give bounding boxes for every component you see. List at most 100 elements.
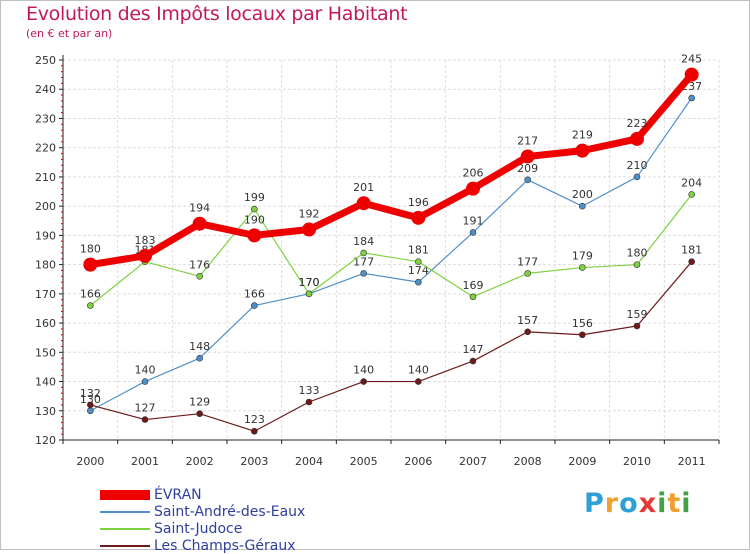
data-point <box>196 410 203 417</box>
logo-letter: i <box>681 488 692 519</box>
data-label: 148 <box>189 340 210 353</box>
y-tick-label: 200 <box>35 200 56 213</box>
data-label: 147 <box>463 343 484 356</box>
data-point <box>469 293 477 301</box>
y-tick-label: 210 <box>35 171 56 184</box>
data-point <box>305 290 313 298</box>
legend-item: Les Champs-Géraux <box>100 537 305 554</box>
data-point <box>415 278 422 286</box>
data-label: 133 <box>299 384 320 397</box>
x-tick-label: 2009 <box>568 455 596 468</box>
legend: ÉVRAN Saint-André-des-Eaux Saint-Judoce Les… <box>100 486 305 554</box>
data-point <box>524 176 531 184</box>
legend-item: Saint-Judoce <box>100 520 305 537</box>
series-line <box>89 72 695 269</box>
data-point <box>684 67 699 82</box>
data-point <box>356 196 371 211</box>
data-label: 157 <box>517 314 538 327</box>
data-label: 156 <box>572 317 593 330</box>
legend-label: Les Champs-Géraux <box>154 537 296 554</box>
x-tick-label: 2003 <box>240 455 268 468</box>
data-label: 191 <box>463 214 484 227</box>
data-label: 209 <box>517 162 538 175</box>
data-point <box>251 302 258 309</box>
data-label: 180 <box>80 243 101 256</box>
legend-label: Saint-André-des-Eaux <box>154 503 306 520</box>
data-point <box>87 407 94 415</box>
data-point <box>633 322 641 330</box>
legend-label: ÉVRAN <box>154 486 202 503</box>
data-label: 180 <box>627 247 648 260</box>
data-point <box>575 143 590 158</box>
legend-item: ÉVRAN <box>100 486 305 503</box>
series-3: 132 127 129 123 133 140 140 147 157 156 159 181 <box>80 244 702 435</box>
data-label: 223 <box>627 117 648 130</box>
logo-letter: o <box>619 488 639 519</box>
x-tick-label: 2001 <box>131 455 159 468</box>
logo-letter: P <box>584 488 605 519</box>
data-point <box>87 401 94 409</box>
data-point <box>196 354 203 362</box>
data-label: 132 <box>80 387 101 400</box>
data-label: 204 <box>681 176 702 189</box>
data-label: 179 <box>572 250 593 263</box>
data-point <box>411 210 426 225</box>
data-label: 140 <box>408 364 429 377</box>
logo-letter: i <box>657 488 668 519</box>
x-tick-label: 2002 <box>186 455 214 468</box>
data-point <box>688 94 695 102</box>
data-label: 123 <box>244 413 265 426</box>
data-label: 176 <box>189 258 210 271</box>
data-point <box>83 257 98 272</box>
data-label: 181 <box>681 244 702 257</box>
data-label: 140 <box>353 364 374 377</box>
legend-item: Saint-André-des-Eaux <box>100 503 305 520</box>
data-label: 199 <box>244 191 265 204</box>
y-tick-label: 220 <box>35 142 56 155</box>
data-label: 170 <box>299 276 320 289</box>
data-point <box>415 378 422 385</box>
data-point <box>196 273 203 280</box>
data-point <box>360 270 367 277</box>
logo-letter: r <box>604 488 620 519</box>
x-tick-label: 2004 <box>295 455 323 468</box>
data-label: 129 <box>189 396 210 409</box>
series-0: 180 183 194 190 192 201 196 206 217 219 223 245 <box>80 53 702 272</box>
chart-subtitle: (en € et par an) <box>26 27 113 40</box>
x-tick-label: 2007 <box>459 455 487 468</box>
data-label: 127 <box>135 402 156 415</box>
y-tick-label: 180 <box>35 259 56 272</box>
data-label: 206 <box>463 167 484 180</box>
data-point <box>520 149 535 164</box>
y-tick-label: 140 <box>35 376 56 389</box>
x-tick-label: 2010 <box>623 455 651 468</box>
data-point <box>633 173 641 181</box>
data-point <box>247 228 262 243</box>
y-tick-label: 240 <box>35 83 56 96</box>
data-label: 201 <box>353 181 374 194</box>
data-label: 217 <box>517 134 538 147</box>
data-point <box>138 248 152 263</box>
data-label: 169 <box>463 279 484 292</box>
data-point <box>524 270 531 277</box>
y-tick-label: 230 <box>35 112 56 125</box>
data-point <box>141 416 149 423</box>
series-line <box>90 261 693 432</box>
data-label: 140 <box>135 364 156 377</box>
data-point <box>579 264 586 271</box>
x-tick-label: 2011 <box>678 455 706 468</box>
y-tick-label: 170 <box>35 288 56 301</box>
x-tick-label: 2005 <box>350 455 378 468</box>
data-point <box>360 378 367 385</box>
data-label: 159 <box>627 308 648 321</box>
y-tick-label: 160 <box>35 317 56 330</box>
y-tick-label: 150 <box>35 346 56 359</box>
logo-letter: t <box>667 488 682 519</box>
series-line <box>90 97 693 412</box>
data-label: 177 <box>517 255 538 268</box>
data-point <box>87 302 94 309</box>
data-point <box>466 181 480 196</box>
data-label: 181 <box>408 244 429 257</box>
data-point <box>524 328 531 336</box>
brand-logo: Proxiti <box>584 488 692 519</box>
